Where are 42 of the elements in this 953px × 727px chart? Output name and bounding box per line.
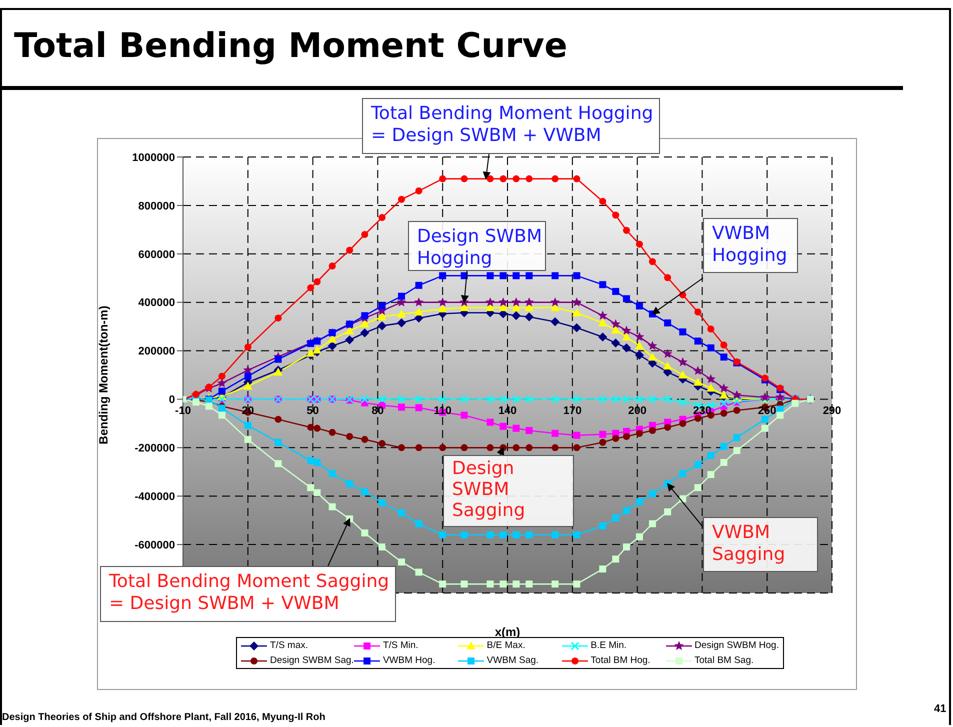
- legend-label: Design SWBM Hog.: [694, 640, 779, 651]
- text: 41: [934, 703, 946, 715]
- y-tick-label: 600000: [138, 248, 175, 261]
- y-tick-label: 400000: [138, 297, 175, 310]
- callout-box: Total Bending Moment Hogging = Design SWBM + VWBM: [362, 98, 660, 154]
- y-axis-title: Bending Moment(ton-m): [96, 306, 110, 444]
- x-tick-label: 50: [306, 405, 319, 418]
- annotation: Design SWBM Hogging: [417, 226, 542, 270]
- legend-label: VWBM Hog.: [382, 655, 436, 666]
- chart-title: Total Bending Moment Curve: [14, 26, 568, 66]
- y-tick-label: 800000: [138, 200, 175, 212]
- x-tick-label: 290: [822, 405, 842, 418]
- y-tick-label: -200000: [134, 442, 175, 455]
- annotation: Total Bending Moment Sagging = Design SWBM + VWBM: [109, 571, 390, 615]
- legend-label: B/E Max.: [486, 640, 526, 651]
- annotation: VWBM Sagging: [712, 522, 786, 566]
- legend-label: VWBM Sag.: [486, 655, 539, 666]
- annotation: VWBM Hogging: [712, 223, 788, 267]
- x-tick-label: 80: [372, 405, 384, 418]
- x-tick-label: -10: [175, 405, 191, 418]
- annotation: Design SWBM Sagging: [452, 458, 526, 521]
- y-tick-label: -600000: [134, 539, 175, 552]
- y-tick-label: 0: [168, 394, 175, 406]
- legend-label: Total BM Hog.: [590, 655, 650, 666]
- y-tick-label: -400000: [134, 491, 175, 504]
- legend-label: Design SWBM Sag.: [270, 655, 354, 666]
- callout-box: Design SWBM Hogging: [408, 221, 546, 271]
- legend-label: T/S Min.: [382, 640, 418, 651]
- legend-label: T/S max.: [270, 640, 308, 651]
- callout-box: VWBM Hogging: [703, 218, 798, 273]
- annotation: Total Bending Moment Hogging = Design SWBM + VWBM: [371, 103, 654, 147]
- callout-box: Total Bending Moment Sagging = Design SWBM + VWBM: [100, 566, 396, 622]
- y-tick-label: 1000000: [132, 152, 175, 164]
- y-tick-label: 200000: [138, 346, 175, 358]
- x-tick-label: 200: [628, 405, 646, 418]
- callout-box: VWBM Sagging: [703, 517, 818, 572]
- legend-label: Total BM Sag.: [694, 655, 754, 666]
- text: Design Theories of Ship and Offshore Plant, Fall 2016, Myung-Il Roh: [2, 712, 326, 723]
- x-tick-label: 170: [563, 405, 582, 418]
- callout-box: Design SWBM Sagging: [443, 455, 574, 527]
- legend-label: B.E Min.: [590, 640, 627, 651]
- x-tick-label: 140: [498, 405, 517, 418]
